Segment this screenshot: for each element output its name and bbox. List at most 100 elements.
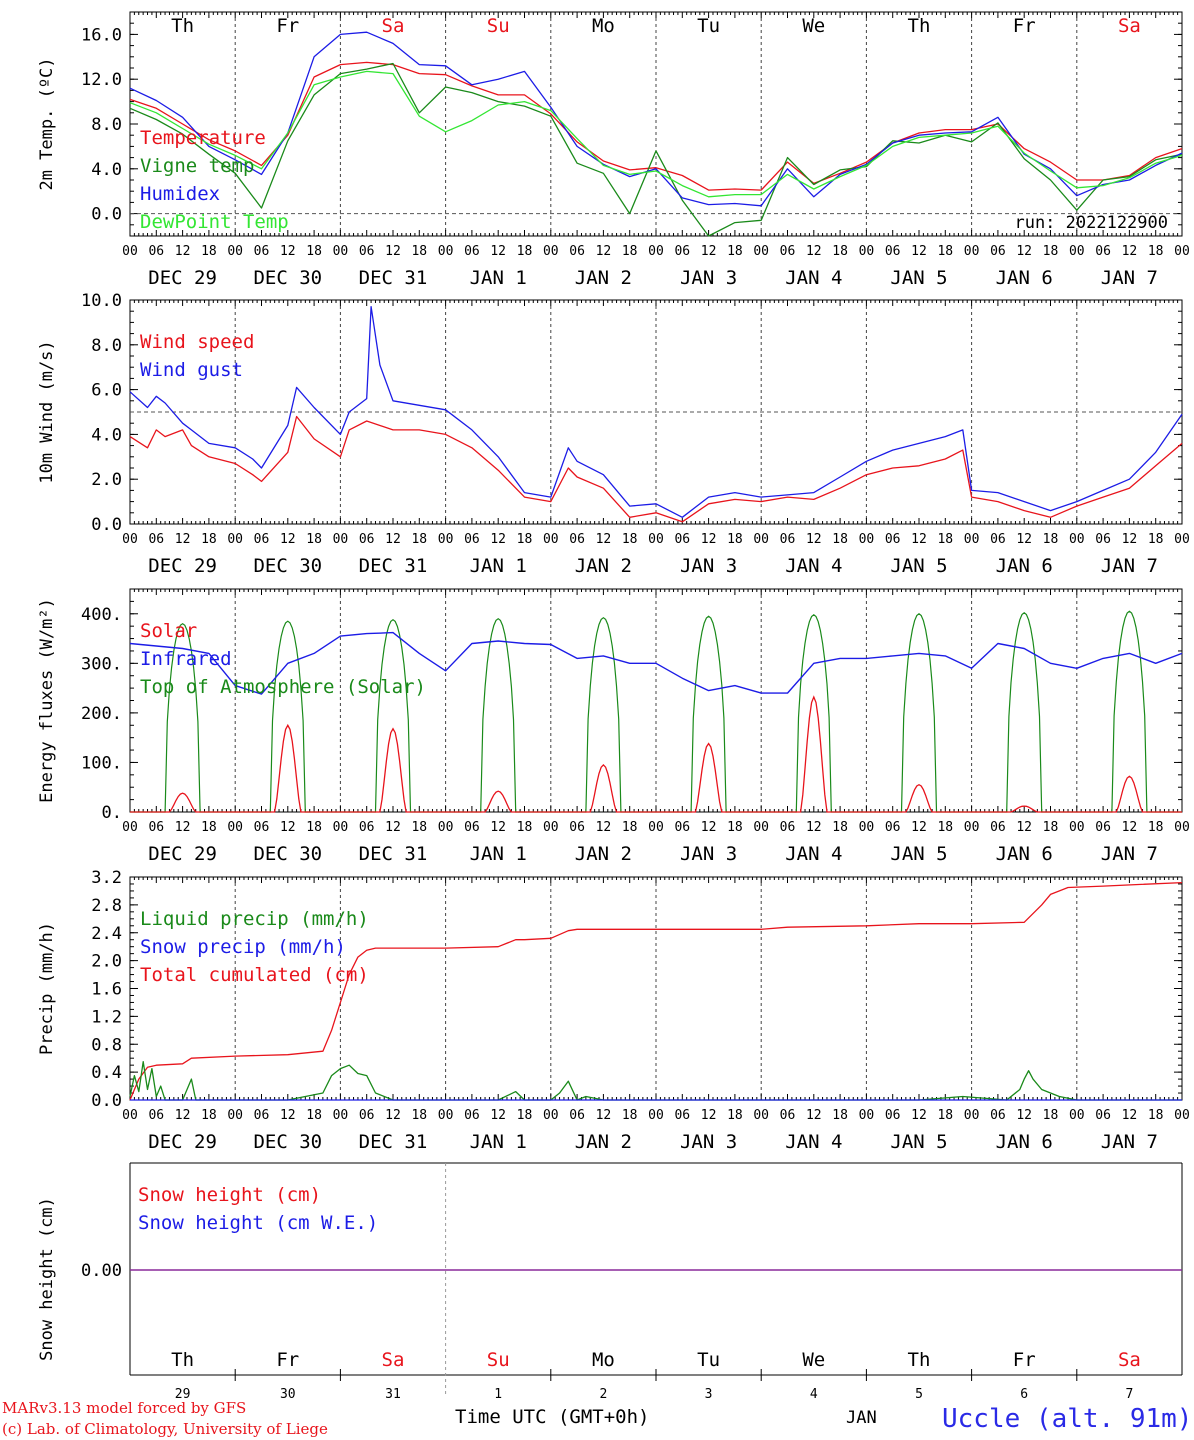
x-hour-label: 12: [280, 244, 296, 259]
x-hour-label: 06: [885, 532, 901, 547]
x-hour-label: 12: [1122, 532, 1138, 547]
x-hour-label: 06: [254, 244, 270, 259]
x-hour-label: 00: [543, 244, 559, 259]
weekday-label: Th: [908, 15, 931, 37]
y-axis-label: Precip (mm/h): [37, 922, 57, 1055]
weekday-label: Th: [171, 15, 194, 37]
legend-entry: Snow height (cm W.E.): [138, 1212, 378, 1234]
x-hour-label: 06: [1095, 1108, 1111, 1123]
y-tick-label: 400.: [81, 605, 122, 625]
x-hour-label: 12: [911, 532, 927, 547]
x-date-label: DEC 29: [148, 1131, 217, 1153]
x-hour-label: 18: [1148, 1108, 1164, 1123]
y-tick-label: 4.0: [91, 160, 122, 180]
x-hour-label: 12: [1016, 1108, 1032, 1123]
x-hour-label: 00: [227, 244, 243, 259]
time-axis-label: Time UTC (GMT+0h): [455, 1406, 649, 1428]
x-hour-label: 12: [1016, 244, 1032, 259]
series-liquid-precip-mm-h-: [129, 1061, 1182, 1101]
weekday-label: Fr: [1013, 15, 1036, 37]
x-hour-label: 18: [517, 532, 533, 547]
x-hour-label: 06: [569, 1108, 585, 1123]
x-date-label: JAN 6: [996, 1131, 1053, 1153]
x-hour-label: 00: [227, 1108, 243, 1123]
x-hour-label: 00: [964, 532, 980, 547]
day-number-label: 2: [599, 1387, 607, 1402]
x-hour-label: 12: [490, 820, 506, 835]
x-hour-label: 12: [596, 532, 612, 547]
x-hour-label: 12: [490, 1108, 506, 1123]
panel-energy: 0. 100. 200. 300. 400. Energy fluxes (W/m²) 00…: [37, 588, 1190, 865]
weekday-label: Th: [908, 1349, 931, 1371]
y-tick-label: 0.4: [91, 1063, 122, 1083]
weekday-label: Sa: [1118, 15, 1141, 37]
x-date-label: DEC 29: [148, 555, 217, 577]
panel-precip: 0.0 0.4 0.8 1.2 1.6 2.0 2.4 2.8 3.2 Precip (mm/h)…: [37, 868, 1190, 1153]
x-hour-label: 00: [227, 820, 243, 835]
x-hour-label: 12: [490, 244, 506, 259]
weekday-label: Sa: [382, 15, 405, 37]
series-infrared: [129, 631, 1183, 695]
legend-entry: Snow precip (mm/h): [140, 936, 346, 958]
day-number-label: 6: [1020, 1387, 1028, 1402]
legend-entry: Humidex: [140, 183, 220, 205]
panel-temperature: 0.0 4.0 8.0 12.0 16.0 2m Temp. (ºC) 00 06 12 18 00…: [37, 11, 1190, 289]
x-date-label: JAN 4: [785, 267, 842, 289]
x-date-label: JAN 6: [996, 555, 1053, 577]
x-hour-label: 12: [280, 532, 296, 547]
series-humidex: [129, 31, 1183, 207]
x-hour-label: 18: [411, 532, 427, 547]
x-hour-label: 00: [1069, 532, 1085, 547]
x-date-label: JAN 1: [470, 267, 527, 289]
x-hour-label: 00: [648, 1108, 664, 1123]
x-date-label: DEC 30: [253, 267, 322, 289]
weekday-label: Tu: [697, 1349, 720, 1371]
x-hour-label: 00: [1069, 1108, 1085, 1123]
x-date-label: JAN 5: [890, 555, 947, 577]
x-hour-label: 12: [1122, 244, 1138, 259]
x-date-label: JAN 4: [785, 843, 842, 865]
series-total-cumulated-cm-: [129, 881, 1183, 1101]
x-hour-label: 18: [1148, 532, 1164, 547]
x-date-label: JAN 3: [680, 555, 737, 577]
x-hour-label: 12: [701, 1108, 717, 1123]
x-date-label: JAN 3: [680, 1131, 737, 1153]
day-number-label: 5: [915, 1387, 923, 1402]
x-date-label: JAN 5: [890, 1131, 947, 1153]
x-hour-label: 12: [175, 1108, 191, 1123]
y-tick-label: 12.0: [81, 70, 122, 90]
meteogram-panels: 0.04.08.012.016.02m Temp. (ºC)00 06 12 18 00…: [37, 11, 1190, 1402]
x-hour-label: 06: [885, 244, 901, 259]
x-hour-label: 18: [727, 532, 743, 547]
x-hour-label: 00: [859, 820, 875, 835]
x-hour-label: 12: [701, 244, 717, 259]
x-hour-label: 00: [859, 1108, 875, 1123]
x-hour-label: 00: [543, 820, 559, 835]
x-hour-label: 18: [727, 820, 743, 835]
y-tick-label: 8.0: [91, 336, 122, 356]
x-hour-label: 12: [806, 244, 822, 259]
x-hour-label: 06: [569, 244, 585, 259]
x-hour-label: 00: [753, 244, 769, 259]
day-number-label: 30: [280, 1387, 296, 1402]
x-hour-label: 12: [596, 1108, 612, 1123]
x-hour-label: 06: [780, 532, 796, 547]
x-hour-label: 06: [464, 244, 480, 259]
legend-entry: Vigne temp: [140, 155, 254, 177]
x-hour-label: 06: [1095, 244, 1111, 259]
x-hour-label: 00: [1174, 820, 1190, 835]
panel-snow: 0.00 Snow height (cm) Snow height (cm) Snow…: [37, 1162, 1183, 1402]
x-hour-label: 00: [438, 532, 454, 547]
y-axis-label: Snow height (cm): [37, 1197, 57, 1361]
panel-frame: [129, 11, 1183, 237]
x-hour-label: 06: [1095, 532, 1111, 547]
x-hour-label: 00: [438, 1108, 454, 1123]
x-hour-label: 18: [517, 1108, 533, 1123]
legend-entry: Temperature: [140, 127, 266, 149]
x-hour-label: 06: [359, 532, 375, 547]
x-date-label: DEC 29: [148, 843, 217, 865]
x-hour-label: 06: [148, 820, 164, 835]
x-hour-label: 18: [306, 1108, 322, 1123]
y-tick-label: 0.8: [91, 1035, 122, 1055]
weekday-label: Fr: [276, 1349, 299, 1371]
